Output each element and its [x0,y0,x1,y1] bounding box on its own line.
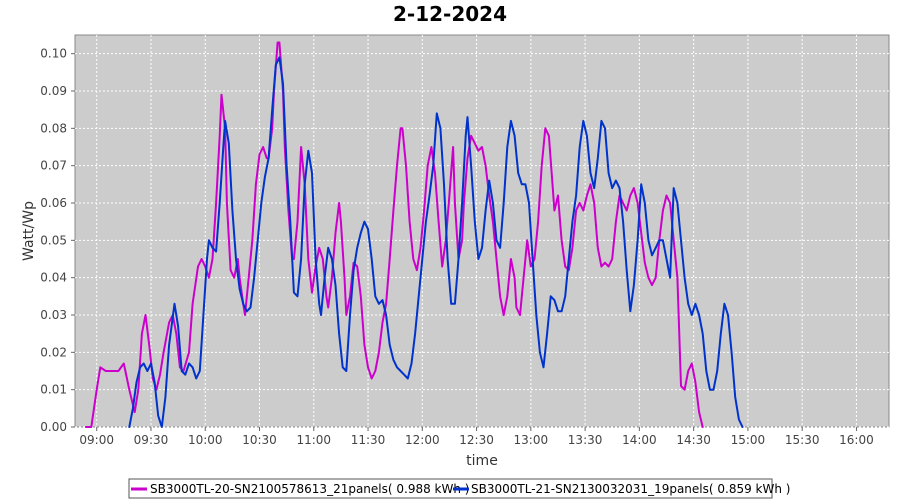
x-tick-label: 12:30 [459,433,494,447]
y-tick-label: 0.01 [40,383,67,397]
x-tick-label: 11:00 [296,433,331,447]
x-tick-label: 15:30 [785,433,820,447]
series-line-1 [128,56,744,428]
y-tick-label: 0.00 [40,420,67,434]
x-tick-label: 14:30 [676,433,711,447]
x-tick-label: 15:00 [731,433,766,447]
x-tick-label: 10:30 [242,433,277,447]
axes: 0.00 0.01 0.02 0.03 0.04 0.05 0.06 0.07 0.08 0.09… [40,47,873,447]
y-tick-label: 0.06 [40,196,67,210]
legend-box [128,478,773,499]
legend-entry-0: SB3000TL-20-SN2100578613_21panels( 0.988… [150,482,469,496]
x-tick-label: 13:00 [514,433,549,447]
plot-area [74,34,890,428]
y-tick-label: 0.02 [40,345,67,359]
x-tick-label: 13:30 [568,433,603,447]
y-tick-label: 0.07 [40,159,67,173]
y-tick-label: 0.10 [40,47,67,61]
y-axis-label: Watt/Wp [21,201,37,261]
x-tick-label: 16:00 [839,433,874,447]
y-tick-label: 0.05 [40,233,67,247]
x-axis-label: time [466,453,498,469]
x-tick-label: 09:30 [134,433,169,447]
legend: SB3000TL-20-SN2100578613_21panels( 0.988… [128,478,790,499]
x-tick-label: 11:30 [351,433,386,447]
series-group [84,41,744,428]
x-tick-label: 12:00 [405,433,440,447]
x-tick-label: 09:00 [79,433,114,447]
series-line-0 [84,41,704,428]
y-tick-label: 0.09 [40,84,67,98]
chart-title: 2-12-2024 [393,2,507,26]
x-tick-label: 14:00 [622,433,657,447]
y-tick-label: 0.08 [40,121,67,135]
y-tick-label: 0.03 [40,308,67,322]
y-tick-label: 0.04 [40,271,67,285]
x-tick-label: 10:00 [188,433,223,447]
legend-entry-1: SB3000TL-21-SN2130032031_19panels( 0.859… [471,482,790,496]
